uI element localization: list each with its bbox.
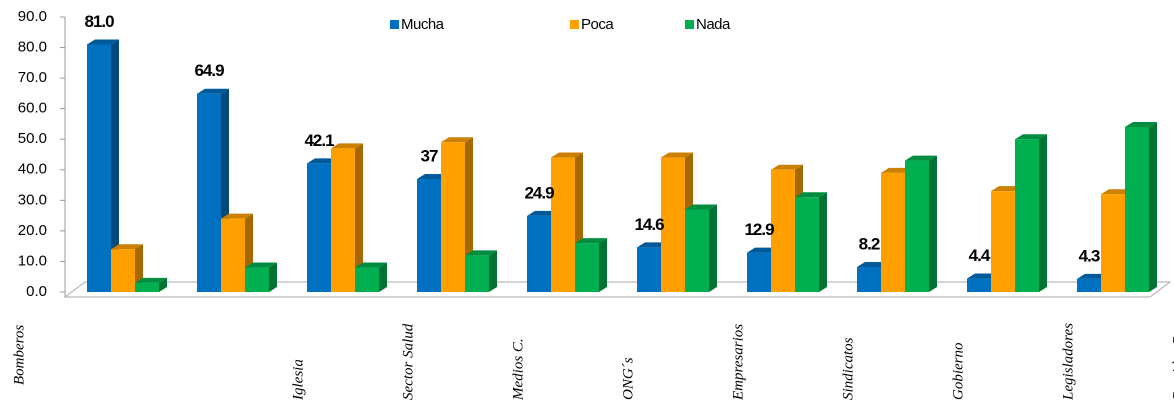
bar-top	[197, 88, 229, 94]
legend-label: Poca	[581, 16, 614, 33]
data-label: 37	[421, 146, 438, 165]
bar	[685, 209, 709, 292]
bar	[747, 252, 771, 292]
bar	[1101, 194, 1125, 292]
x-tick-label: Partidos P.	[1170, 334, 1174, 401]
bar	[1015, 139, 1039, 292]
x-tick-label: Sindicatos	[840, 337, 856, 400]
y-tick-label: 10.0	[18, 252, 47, 269]
bar	[111, 249, 135, 292]
bar	[331, 148, 355, 292]
bar-side	[159, 277, 167, 292]
data-label: 8.2	[859, 234, 880, 253]
bar-top	[551, 152, 583, 158]
bar-top	[355, 262, 387, 268]
bar	[307, 163, 331, 292]
bar-top	[575, 238, 607, 244]
bar-top	[771, 164, 803, 170]
bar-top	[87, 39, 119, 45]
floor	[63, 281, 1172, 298]
bar-side	[355, 143, 363, 292]
bar	[441, 142, 465, 292]
bar-top	[685, 204, 717, 210]
legend-label: Mucha	[401, 16, 445, 33]
bar-top	[1125, 122, 1157, 127]
bar-side	[1149, 122, 1157, 292]
bar	[417, 178, 441, 292]
x-tick-label: Empresarios	[730, 324, 746, 401]
bar-side	[709, 204, 717, 292]
y-tick-label: 90.0	[18, 8, 47, 25]
data-label: 64.9	[194, 61, 224, 80]
bar	[967, 278, 991, 292]
bar-side	[819, 192, 827, 292]
bar	[795, 197, 819, 292]
x-tick-label: Gobierno	[950, 342, 966, 400]
bar	[197, 93, 221, 292]
bar-side	[489, 250, 497, 292]
bar	[905, 160, 929, 292]
bar-side	[1039, 134, 1047, 292]
bar	[465, 255, 489, 292]
bar	[551, 157, 575, 292]
legend-swatch	[685, 20, 694, 29]
y-tick-label: 0.0	[26, 283, 47, 300]
legend-swatch	[390, 20, 399, 29]
bar	[881, 172, 905, 292]
bar-top	[221, 213, 253, 219]
x-tick-label: Medios C.	[510, 338, 526, 401]
data-label: 4.4	[969, 246, 991, 265]
bar	[661, 157, 685, 292]
y-tick-label: 70.0	[18, 69, 47, 86]
bar-side	[929, 155, 937, 292]
data-label: 4.3	[1079, 246, 1100, 265]
bar	[1125, 127, 1149, 292]
data-label: 42.1	[304, 131, 334, 150]
legend-label: Nada	[696, 16, 731, 33]
bar-top	[465, 250, 497, 256]
bar	[991, 191, 1015, 292]
data-label: 81.0	[84, 12, 114, 31]
y-tick-label: 60.0	[18, 100, 47, 117]
bar	[355, 267, 379, 292]
bar	[857, 266, 881, 292]
bar	[1077, 278, 1101, 292]
y-tick-label: 40.0	[18, 161, 47, 178]
bar-top	[1015, 134, 1047, 140]
bar-top	[795, 192, 827, 198]
legend-swatch	[570, 20, 579, 29]
y-tick-label: 80.0	[18, 39, 47, 56]
bar	[135, 282, 159, 292]
bar	[575, 243, 599, 292]
bar-top	[441, 137, 473, 143]
bar-top	[661, 152, 693, 158]
bar	[637, 247, 661, 292]
bar-top	[111, 244, 143, 250]
x-tick-label: Legisladores	[1060, 323, 1076, 401]
y-tick-label: 50.0	[18, 130, 47, 147]
data-label: 14.6	[634, 215, 664, 234]
data-label: 12.9	[744, 220, 774, 239]
bar-side	[599, 238, 607, 292]
bar	[771, 169, 795, 292]
bar-side	[269, 262, 277, 292]
x-tick-label: ONG´s	[620, 357, 636, 400]
bar-top	[905, 155, 937, 161]
y-tick-label: 20.0	[18, 222, 47, 239]
x-tick-label: Iglesia	[290, 359, 306, 401]
x-tick-label: Bomberos	[11, 325, 27, 385]
bar	[87, 44, 111, 292]
bar-top	[135, 277, 167, 283]
bar-side	[379, 262, 387, 292]
x-tick-label: Sector Salud	[400, 323, 416, 400]
bar	[221, 218, 245, 292]
bar-top	[331, 143, 363, 149]
bar-side	[111, 39, 119, 292]
y-tick-label: 30.0	[18, 191, 47, 208]
bar-top	[245, 262, 277, 268]
bar	[245, 267, 269, 292]
bar	[527, 215, 551, 292]
data-label: 24.9	[524, 183, 554, 202]
